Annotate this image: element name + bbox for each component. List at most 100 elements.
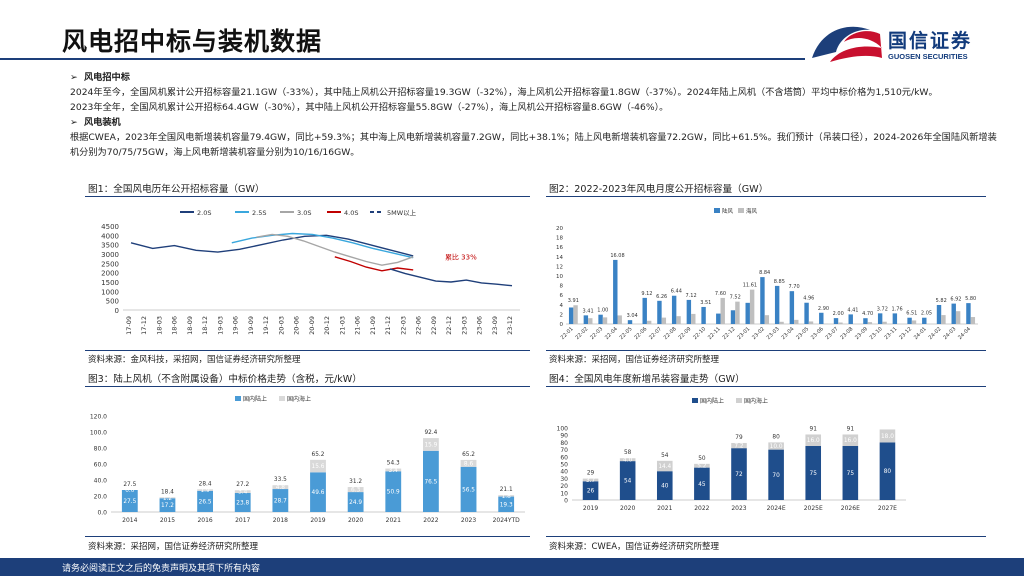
y-tick-label: 100.0 — [90, 430, 107, 437]
x-tick-label: 17-12 — [140, 316, 148, 335]
figure-1-title: 图1：全国风电历年公开招标容量（GW） — [88, 184, 265, 195]
paragraph: 根据CWEA，2023年全国风电新增装机容量79.4GW，同比+59.3%；其中… — [70, 132, 997, 158]
y-tick-label: 14 — [556, 255, 563, 261]
x-tick-label: 2026E — [841, 505, 860, 512]
bar-onshore — [716, 313, 721, 324]
y-tick-label: 0.0 — [97, 510, 107, 517]
x-tick-label: 22-10 — [692, 326, 707, 341]
x-tick-label: 22-02 — [575, 326, 590, 341]
x-tick-label: 24-01 — [913, 326, 928, 341]
data-label: 4.8 — [276, 485, 286, 491]
bar-offshore — [310, 459, 326, 473]
bar-onshore — [385, 471, 402, 512]
bar-onshore — [568, 307, 574, 324]
legend-label: 国内陆上 — [700, 397, 724, 405]
x-tick-label: 20-12 — [323, 316, 331, 335]
x-tick-label: 22-08 — [663, 326, 678, 341]
data-label: 6.44 — [671, 289, 682, 295]
bar-onshore — [583, 315, 589, 324]
data-label: 1.8 — [502, 494, 512, 500]
logo-text-en: GUOSEN SECURITIES — [888, 52, 968, 61]
figure-3-rule — [85, 386, 530, 387]
legend-swatch — [736, 398, 742, 403]
data-label: 4.96 — [803, 296, 814, 302]
bar-offshore — [941, 315, 946, 324]
bar-offshore — [794, 319, 799, 324]
data-label: 65.2 — [312, 452, 325, 458]
x-tick-label: 2025E — [804, 505, 823, 512]
x-tick-label: 22-11 — [707, 326, 722, 341]
bar-onshore — [966, 303, 971, 324]
data-label: 92.4 — [424, 430, 437, 436]
legend-swatch — [692, 398, 698, 403]
data-label: 8.84 — [759, 270, 770, 276]
bar-offshore — [272, 485, 289, 490]
data-label: 2.05 — [921, 311, 932, 317]
x-tick-label: 19-06 — [232, 316, 240, 335]
y-tick-label: 120.0 — [90, 414, 107, 421]
y-tick-label: 60 — [560, 454, 568, 461]
y-tick-label: 40 — [560, 469, 568, 476]
data-label: 15.9 — [424, 442, 437, 448]
y-tick-label: 6 — [560, 293, 564, 299]
y-tick-label: 12 — [556, 264, 563, 270]
data-label: 33.5 — [274, 477, 287, 483]
x-tick-label: 2019 — [583, 505, 598, 512]
bar-onshore — [768, 449, 784, 500]
x-tick-label: 23-06 — [476, 316, 484, 335]
bar-onshore — [686, 299, 692, 324]
bar-onshore — [879, 442, 896, 500]
bar-onshore — [657, 300, 662, 324]
x-tick-label: 23-02 — [751, 326, 766, 341]
data-label: 1.76 — [892, 306, 903, 312]
y-tick-label: 10 — [560, 490, 568, 497]
data-label: 7.52 — [730, 295, 741, 301]
bar-offshore — [882, 321, 887, 324]
bar-offshore — [234, 490, 251, 493]
y-tick-label: 4000 — [101, 232, 119, 240]
x-tick-label: 2027E — [878, 505, 897, 512]
data-label: 1.9 — [200, 488, 210, 494]
data-label: 65.2 — [462, 452, 475, 458]
data-label: 54 — [624, 479, 632, 485]
figure-1-source: 资料来源：金风科技，采招网，国信证券经济研究所整理 — [88, 355, 301, 365]
data-label: 54 — [661, 453, 669, 459]
x-tick-label: 23-06 — [810, 326, 825, 341]
y-tick-label: 2500 — [101, 260, 119, 268]
bar-onshore — [642, 297, 647, 324]
y-tick-label: 20 — [560, 483, 568, 490]
data-label: 76.5 — [424, 479, 437, 485]
data-label: 3.4 — [238, 490, 248, 496]
bar-onshore — [863, 318, 868, 324]
legend-label: 陆风 — [722, 207, 734, 215]
bar-onshore — [805, 446, 822, 500]
y-tick-label: 8 — [560, 284, 564, 290]
legend-label: 3.0S — [297, 209, 311, 217]
data-label: 23.8 — [236, 500, 249, 506]
x-tick-label: 18-03 — [155, 316, 163, 335]
data-label: 5.80 — [965, 296, 976, 302]
data-label: 9.12 — [641, 291, 652, 297]
data-label: 27.5 — [123, 482, 136, 488]
y-tick-label: 2 — [560, 312, 564, 318]
bar-onshore — [833, 318, 839, 324]
bar-offshore — [347, 487, 364, 493]
bar-onshore — [272, 489, 289, 512]
data-label: 8.6 — [464, 461, 474, 467]
x-tick-label: 23-12 — [506, 316, 514, 335]
x-tick-label: 23-04 — [781, 326, 796, 341]
x-tick-label: 23-12 — [898, 326, 913, 341]
x-tick-label: 22-06 — [633, 326, 648, 341]
data-label: 40 — [661, 484, 669, 490]
bar-offshore — [661, 317, 667, 324]
data-label: 10.0 — [770, 444, 783, 450]
data-label: 7.60 — [715, 291, 726, 297]
section-heading: ➢ 风电招中标 — [70, 72, 130, 83]
data-label: 24.9 — [349, 500, 362, 506]
data-label: 3.51 — [700, 300, 711, 306]
bar-onshore — [694, 467, 710, 500]
data-label: 3.41 — [583, 308, 594, 314]
bar-offshore — [838, 322, 843, 324]
data-label: 2.90 — [818, 306, 829, 312]
